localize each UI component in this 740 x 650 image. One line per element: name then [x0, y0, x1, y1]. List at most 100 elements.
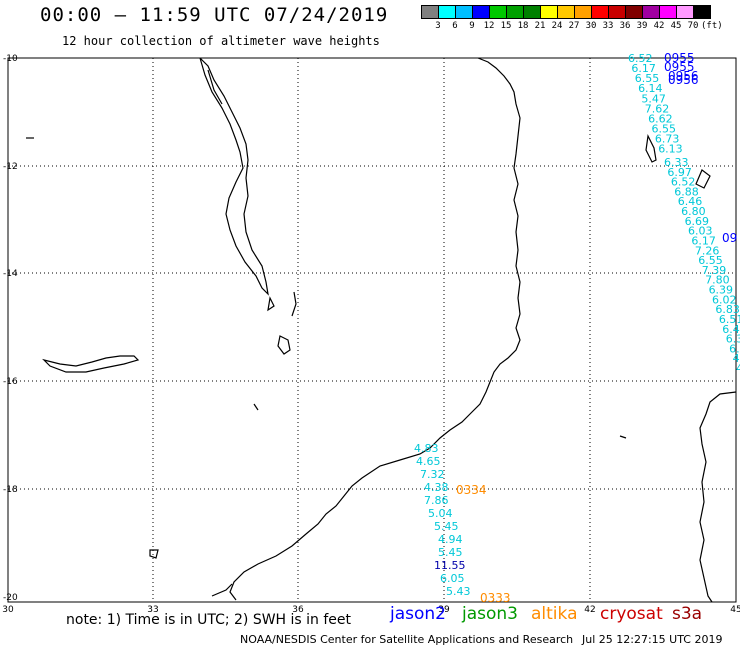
swh-value: 5.47: [641, 92, 666, 105]
western-lake-outline: [42, 355, 140, 373]
pass-time-label: 0955: [664, 60, 695, 74]
latitude-tick-label: -20: [3, 593, 18, 603]
longitude-tick-label: 39: [438, 605, 450, 615]
colorbar-tick-label: 6: [452, 21, 458, 31]
swh-value: 6.13: [658, 143, 683, 156]
swh-value: 6.88: [674, 185, 699, 198]
swh-value: 6.55: [698, 254, 723, 267]
latitude-tick-label: -12: [3, 162, 18, 172]
latitude-tick-label: -10: [3, 54, 18, 64]
legend-jason3: jason3: [462, 604, 518, 624]
colorbar-tick-label: 45: [670, 21, 682, 31]
swh-value: 4.25: [736, 362, 740, 375]
graticule: [8, 58, 736, 602]
swh-value: 7.80: [705, 274, 730, 287]
pass-time-label: 0334: [456, 483, 487, 497]
pass-time-label: 0955: [664, 51, 695, 65]
swh-value: 7.62: [645, 102, 670, 115]
swh-value: 11.55: [434, 559, 466, 572]
swh-value: 4.65: [416, 455, 441, 468]
swh-value: 6.03: [688, 225, 713, 238]
pass-time-label: 0333: [480, 591, 511, 605]
colorbar-swatch: [693, 5, 711, 19]
swh-value: 7.39: [702, 264, 727, 277]
pass-time-label: 09: [722, 231, 737, 245]
swh-value: 6.55: [651, 122, 676, 135]
mainland-coastline: [229, 57, 521, 601]
generation-timestamp: Jul 25 12:27:15 UTC 2019: [582, 633, 723, 646]
pass-time-label: 0956: [668, 73, 699, 87]
pass-time-label: 0956: [668, 69, 699, 83]
swh-value: 6.51: [719, 313, 740, 326]
legend-altika: altika: [531, 604, 578, 624]
swh-value: 6.69: [685, 215, 710, 228]
mainland-coastline-lower: [211, 583, 233, 597]
swh-value: 6.14: [638, 82, 663, 95]
swh-value: 6.33: [664, 156, 689, 169]
swh-value: 6.80: [681, 205, 706, 218]
swh-value: 6.46: [678, 195, 703, 208]
small-lake-2: [291, 291, 297, 317]
longitude-tick-label: 36: [292, 605, 304, 615]
swh-value: 5.43: [446, 585, 471, 598]
swh-value: 4.94: [438, 533, 463, 546]
swh-value: 5.04: [428, 507, 453, 520]
swh-value: 6.62: [648, 112, 673, 125]
longitude-tick-label: 42: [584, 605, 595, 615]
small-lake-1: [277, 335, 291, 355]
map-frame: [7, 57, 737, 603]
swh-value: 6.26: [729, 342, 740, 355]
swh-value: 6.97: [667, 166, 692, 179]
swh-value: 6.17: [691, 234, 716, 247]
satellite-track-labels: 6.526.176.556.145.477.626.626.556.736.13…: [414, 51, 740, 605]
colorbar-tick-label: 27: [568, 21, 580, 31]
swh-value: 5.45: [438, 546, 463, 559]
madagascar-coastline: [699, 391, 737, 603]
mayotte-island: [695, 169, 711, 189]
coastlines: [26, 57, 737, 603]
swh-value: 6.52: [628, 52, 653, 65]
footer-note: note: 1) Time is in UTC; 2) SWH is in fe…: [66, 612, 352, 628]
colorbar-tick-label: 42: [653, 21, 665, 31]
colorbar-tick-label: 18: [517, 21, 529, 31]
colorbar-tick-label: 24: [551, 21, 563, 31]
swh-value: 4.83: [414, 442, 439, 455]
swh-value: 6.55: [635, 72, 660, 85]
longitude-tick-label: 30: [2, 605, 14, 615]
small-lake-6: [253, 403, 259, 411]
swh-value: 5.45: [434, 520, 459, 533]
swh-value: 6.17: [631, 62, 656, 75]
legend-s3a: s3a: [672, 604, 703, 624]
swh-value: 6.47: [722, 323, 740, 336]
latitude-tick-label: -16: [3, 377, 18, 387]
swh-value: 4.38: [424, 481, 449, 494]
swh-value: 7.86: [424, 494, 449, 507]
colorbar-tick-label: 36: [619, 21, 631, 31]
swh-value: 6.33: [726, 333, 740, 346]
longitude-tick-label: 45: [730, 605, 740, 615]
colorbar-tick-label: 12: [483, 21, 495, 31]
small-lake-7: [619, 435, 627, 439]
colorbar-tick-label: 70: [687, 21, 699, 31]
swh-value: 6.39: [709, 284, 734, 297]
swh-value: 7.26: [695, 244, 720, 257]
axis-labels: 30 33 36 39 42 45 -10 -12 -14 -16 -18 -20: [2, 54, 740, 615]
colorbar-tick-label: 21: [534, 21, 546, 31]
swh-value: 6.05: [440, 572, 465, 585]
lake-malawi-west-shore: [207, 69, 223, 105]
small-lake-3: [267, 296, 275, 312]
small-lake-4: [149, 549, 159, 559]
comoros-island: [645, 134, 657, 163]
credit-line: NOAA/NESDIS Center for Satellite Applica…: [240, 633, 574, 646]
colorbar-tick-label: 15: [500, 21, 512, 31]
longitude-tick-label: 33: [147, 605, 158, 615]
legend-cryosat: cryosat: [600, 604, 663, 624]
swh-value: 6.83: [715, 303, 740, 316]
swh-value: 6.73: [655, 133, 680, 146]
swh-value: 6.52: [671, 176, 696, 189]
wave-height-colorbar: [421, 5, 711, 19]
chart-title: 00:00 – 11:59 UTC 07/24/2019: [40, 4, 389, 26]
colorbar-tick-label: 9: [469, 21, 475, 31]
colorbar-tick-label: 39: [636, 21, 648, 31]
